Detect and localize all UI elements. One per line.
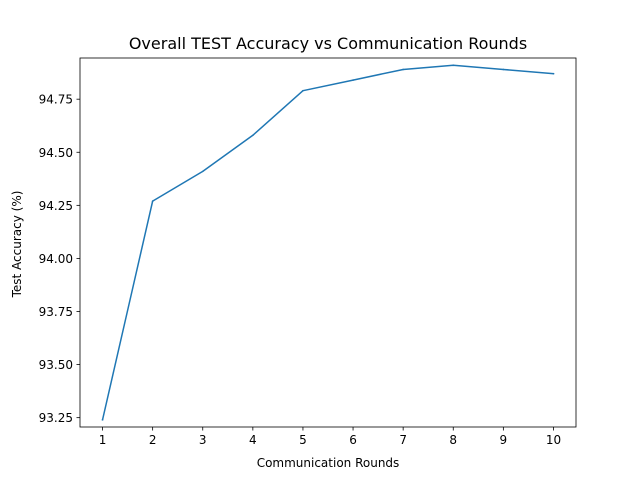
- data-point: [502, 68, 505, 71]
- y-tick-label: 94.25: [39, 199, 73, 213]
- y-tick-label: 94.75: [39, 93, 73, 107]
- plot-frame: [79, 57, 577, 428]
- x-tick-label: 5: [299, 433, 307, 447]
- data-point: [302, 89, 304, 92]
- x-tick-label: 4: [249, 433, 257, 447]
- x-axis-title: Communication Rounds: [257, 456, 400, 470]
- y-tick-label: 94.50: [39, 146, 73, 160]
- x-tick-label: 1: [99, 433, 107, 447]
- x-axis: 1 2 3 4 5 6 7 8 9 10: [99, 427, 561, 447]
- data-point: [552, 72, 555, 75]
- data-point: [252, 134, 254, 137]
- y-tick-label: 93.50: [39, 358, 73, 372]
- x-tick-label: 2: [149, 433, 157, 447]
- y-axis-title: Test Accuracy (%): [10, 191, 24, 299]
- data-point: [151, 200, 154, 202]
- y-axis: 93.25 93.50 93.75 94.00 94.25 94.50 94.75: [39, 93, 80, 425]
- series-line-0: [101, 64, 555, 421]
- x-tick-label: 8: [449, 433, 457, 447]
- x-tick-label: 7: [399, 433, 407, 447]
- data-point: [402, 68, 404, 71]
- y-tick-label: 93.25: [39, 411, 73, 425]
- x-tick-label: 9: [500, 433, 508, 447]
- data-point: [452, 64, 455, 67]
- x-tick-label: 10: [546, 433, 561, 447]
- data-point: [352, 79, 354, 81]
- data-point: [201, 170, 204, 173]
- plot-area: [79, 57, 577, 428]
- y-tick-label: 94.00: [39, 252, 73, 266]
- y-tick-label: 93.75: [39, 305, 73, 319]
- chart-title: Overall TEST Accuracy vs Communication R…: [129, 34, 527, 53]
- x-tick-label: 3: [199, 433, 207, 447]
- data-point: [101, 418, 104, 421]
- x-tick-label: 6: [349, 433, 357, 447]
